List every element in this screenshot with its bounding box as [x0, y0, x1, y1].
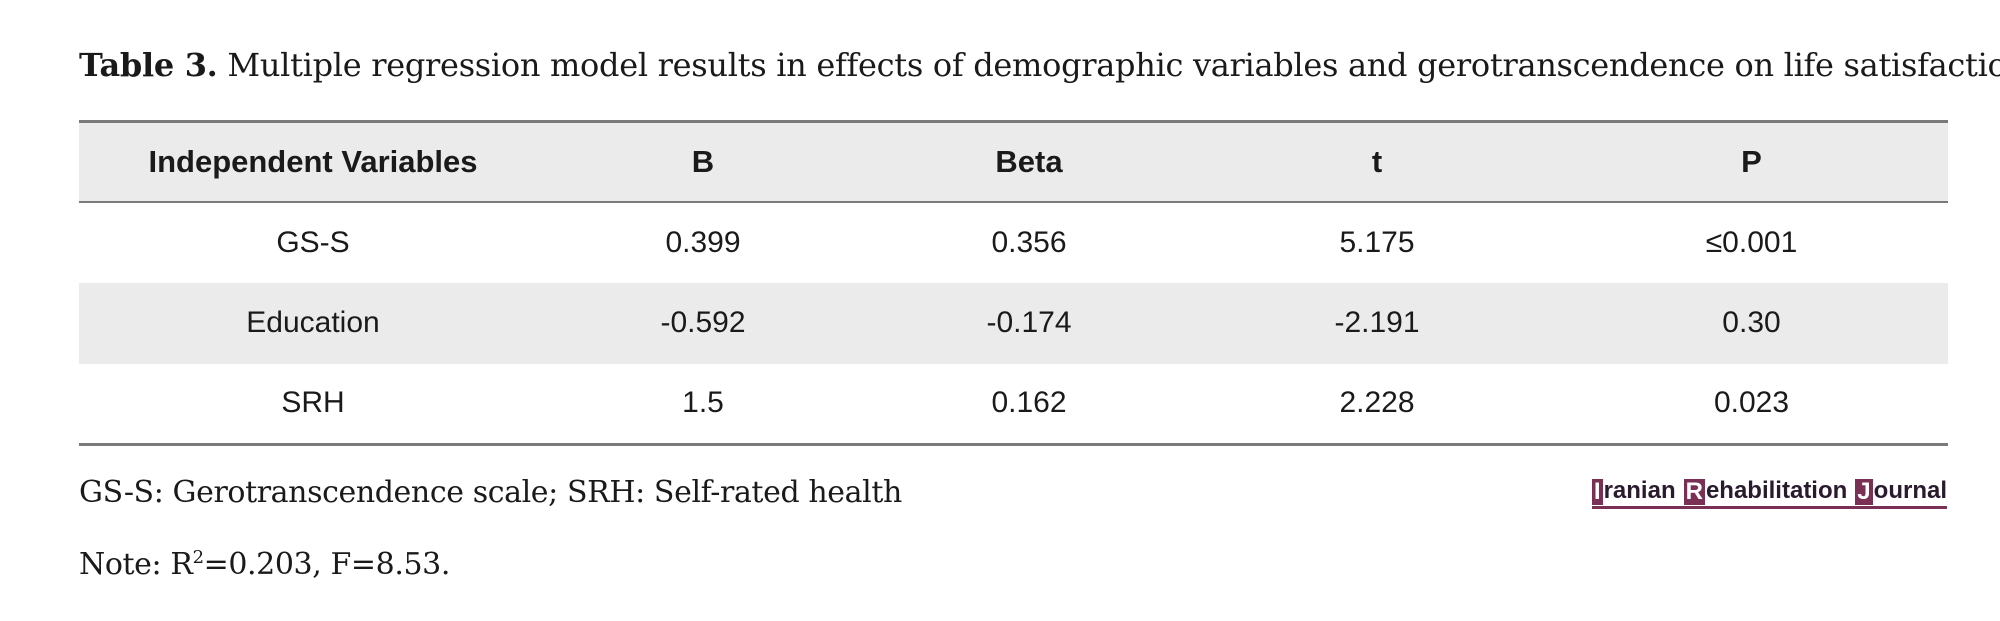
logo-initial-i: I — [1591, 478, 1603, 505]
cell-b: 1.5 — [682, 386, 724, 420]
cell-beta: 0.356 — [991, 225, 1067, 259]
logo-word-rehabilitation: ehabilitation — [1705, 477, 1848, 504]
cell-variable: GS-S — [276, 225, 350, 259]
model-note: Note: R2=0.203, F=8.53. — [79, 545, 450, 585]
cell-t: 5.175 — [1339, 225, 1415, 259]
cell-beta: 0.162 — [991, 386, 1067, 420]
cell-b: -0.592 — [660, 306, 746, 339]
cell-p: ≤0.001 — [1705, 225, 1798, 259]
note-superscript: 2 — [192, 547, 204, 568]
cell-p: 0.30 — [1722, 306, 1781, 339]
cell-b: 0.399 — [665, 225, 741, 259]
table-row: Education -0.592 -0.174 -2.191 0.30 — [79, 282, 1948, 364]
cell-beta: -0.174 — [986, 306, 1072, 339]
header-t: t — [1199, 121, 1555, 203]
logo-initial-j: J — [1855, 478, 1873, 505]
cell-t: 2.228 — [1339, 386, 1415, 420]
table-label: Table 3. — [79, 46, 218, 84]
cell-variable: SRH — [281, 386, 345, 420]
header-b: B — [547, 121, 859, 203]
regression-table: Independent Variables B Beta t P GS-S 0.… — [79, 120, 1948, 446]
cell-t: -2.191 — [1334, 306, 1420, 339]
header-independent-variables: Independent Variables — [79, 121, 547, 203]
header-beta: Beta — [859, 121, 1199, 203]
table-title: Multiple regression model results in eff… — [217, 46, 2000, 84]
table-caption: Table 3. Multiple regression model resul… — [79, 40, 2000, 90]
logo-word-iranian: ranian — [1603, 477, 1676, 504]
cell-p: 0.023 — [1713, 386, 1790, 420]
table-row: GS-S 0.399 0.356 5.175 ≤0.001 — [79, 202, 1948, 283]
table-row: SRH 1.5 0.162 2.228 0.023 — [79, 364, 1948, 445]
header-p: P — [1555, 121, 1948, 203]
logo-word-journal: ournal — [1873, 477, 1947, 504]
note-suffix: =0.203, F=8.53. — [203, 547, 451, 582]
abbreviations-footnote: GS-S: Gerotranscendence scale; SRH: Self… — [79, 475, 902, 510]
logo-initial-r: R — [1683, 478, 1705, 505]
note-prefix: Note: R — [79, 547, 193, 582]
cell-variable: Education — [246, 306, 380, 339]
header-row: Independent Variables B Beta t P — [79, 121, 1948, 203]
